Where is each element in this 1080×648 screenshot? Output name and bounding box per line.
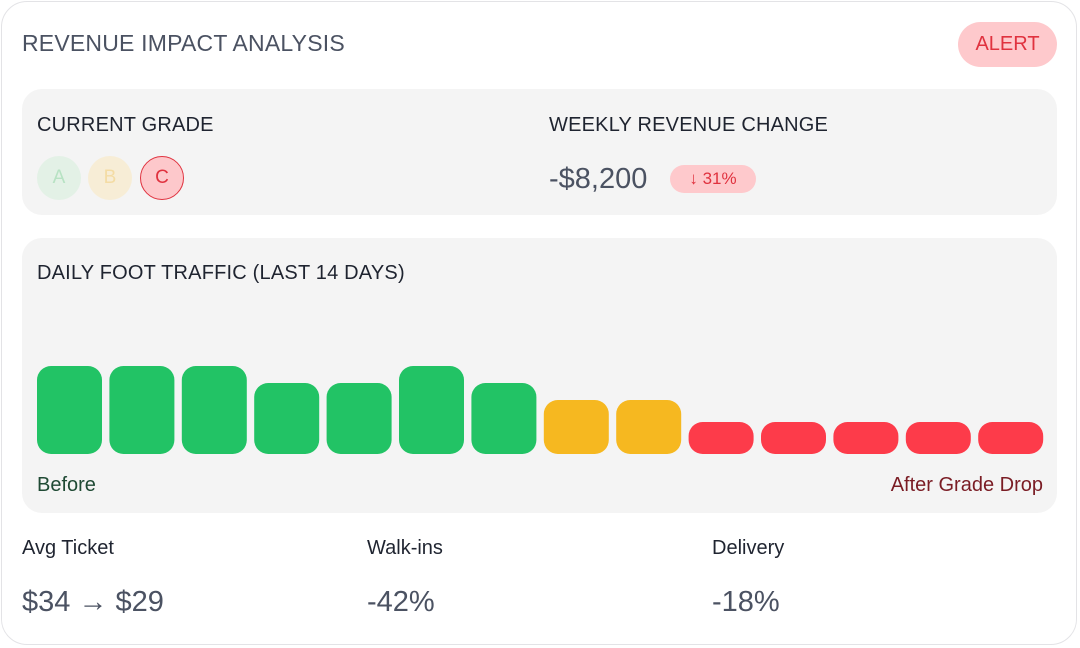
- traffic-bar-day-13: [905, 422, 971, 454]
- traffic-bar-day-11: [761, 422, 826, 454]
- traffic-bar-day-3: [181, 366, 247, 454]
- grade-a-circle: A: [37, 156, 81, 200]
- traffic-bar-day-8: [543, 400, 609, 454]
- grade-panel: CURRENT GRADE A B C WEEKLY REVENUE CHANG…: [22, 89, 1057, 215]
- before-label: Before: [37, 474, 96, 496]
- revenue-change-badge: ↓ 31%: [670, 165, 756, 193]
- traffic-bar-day-4: [254, 383, 320, 454]
- grade-b-circle: B: [88, 156, 132, 200]
- traffic-bar-day-7: [471, 383, 537, 454]
- stat-delivery: Delivery -18%: [712, 537, 784, 619]
- traffic-bar-day-10: [688, 422, 754, 454]
- stat-label: Walk-ins: [367, 537, 443, 559]
- traffic-bar-day-12: [833, 422, 899, 454]
- grade-c-circle: C: [140, 156, 184, 200]
- foot-traffic-chart: [37, 366, 1044, 454]
- page-title: REVENUE IMPACT ANALYSIS: [22, 30, 345, 56]
- stat-walk-ins: Walk-ins -42%: [367, 537, 443, 619]
- current-grade-label: CURRENT GRADE: [37, 114, 214, 136]
- weekly-revenue-value: -$8,200: [549, 163, 648, 195]
- alert-badge: ALERT: [958, 22, 1057, 67]
- stat-label: Delivery: [712, 537, 785, 559]
- foot-traffic-title: DAILY FOOT TRAFFIC (LAST 14 DAYS): [37, 262, 405, 284]
- stat-value: $34 → $29: [22, 586, 164, 618]
- stat-value: -18%: [712, 586, 780, 618]
- traffic-bar-day-14: [978, 422, 1044, 454]
- weekly-revenue-label: WEEKLY REVENUE CHANGE: [549, 114, 829, 136]
- foot-traffic-panel: DAILY FOOT TRAFFIC (LAST 14 DAYS) Before…: [22, 238, 1057, 513]
- stat-label: Avg Ticket: [22, 537, 114, 559]
- traffic-bar-day-5: [326, 383, 392, 454]
- after-label: After Grade Drop: [890, 474, 1043, 496]
- traffic-bar-day-6: [399, 366, 464, 454]
- traffic-bar-day-1: [37, 366, 102, 454]
- traffic-bar-day-9: [616, 400, 682, 454]
- traffic-bar-day-2: [109, 366, 175, 454]
- stat-avg-ticket: Avg Ticket $34 → $29: [22, 537, 164, 619]
- stat-value: -42%: [367, 586, 435, 618]
